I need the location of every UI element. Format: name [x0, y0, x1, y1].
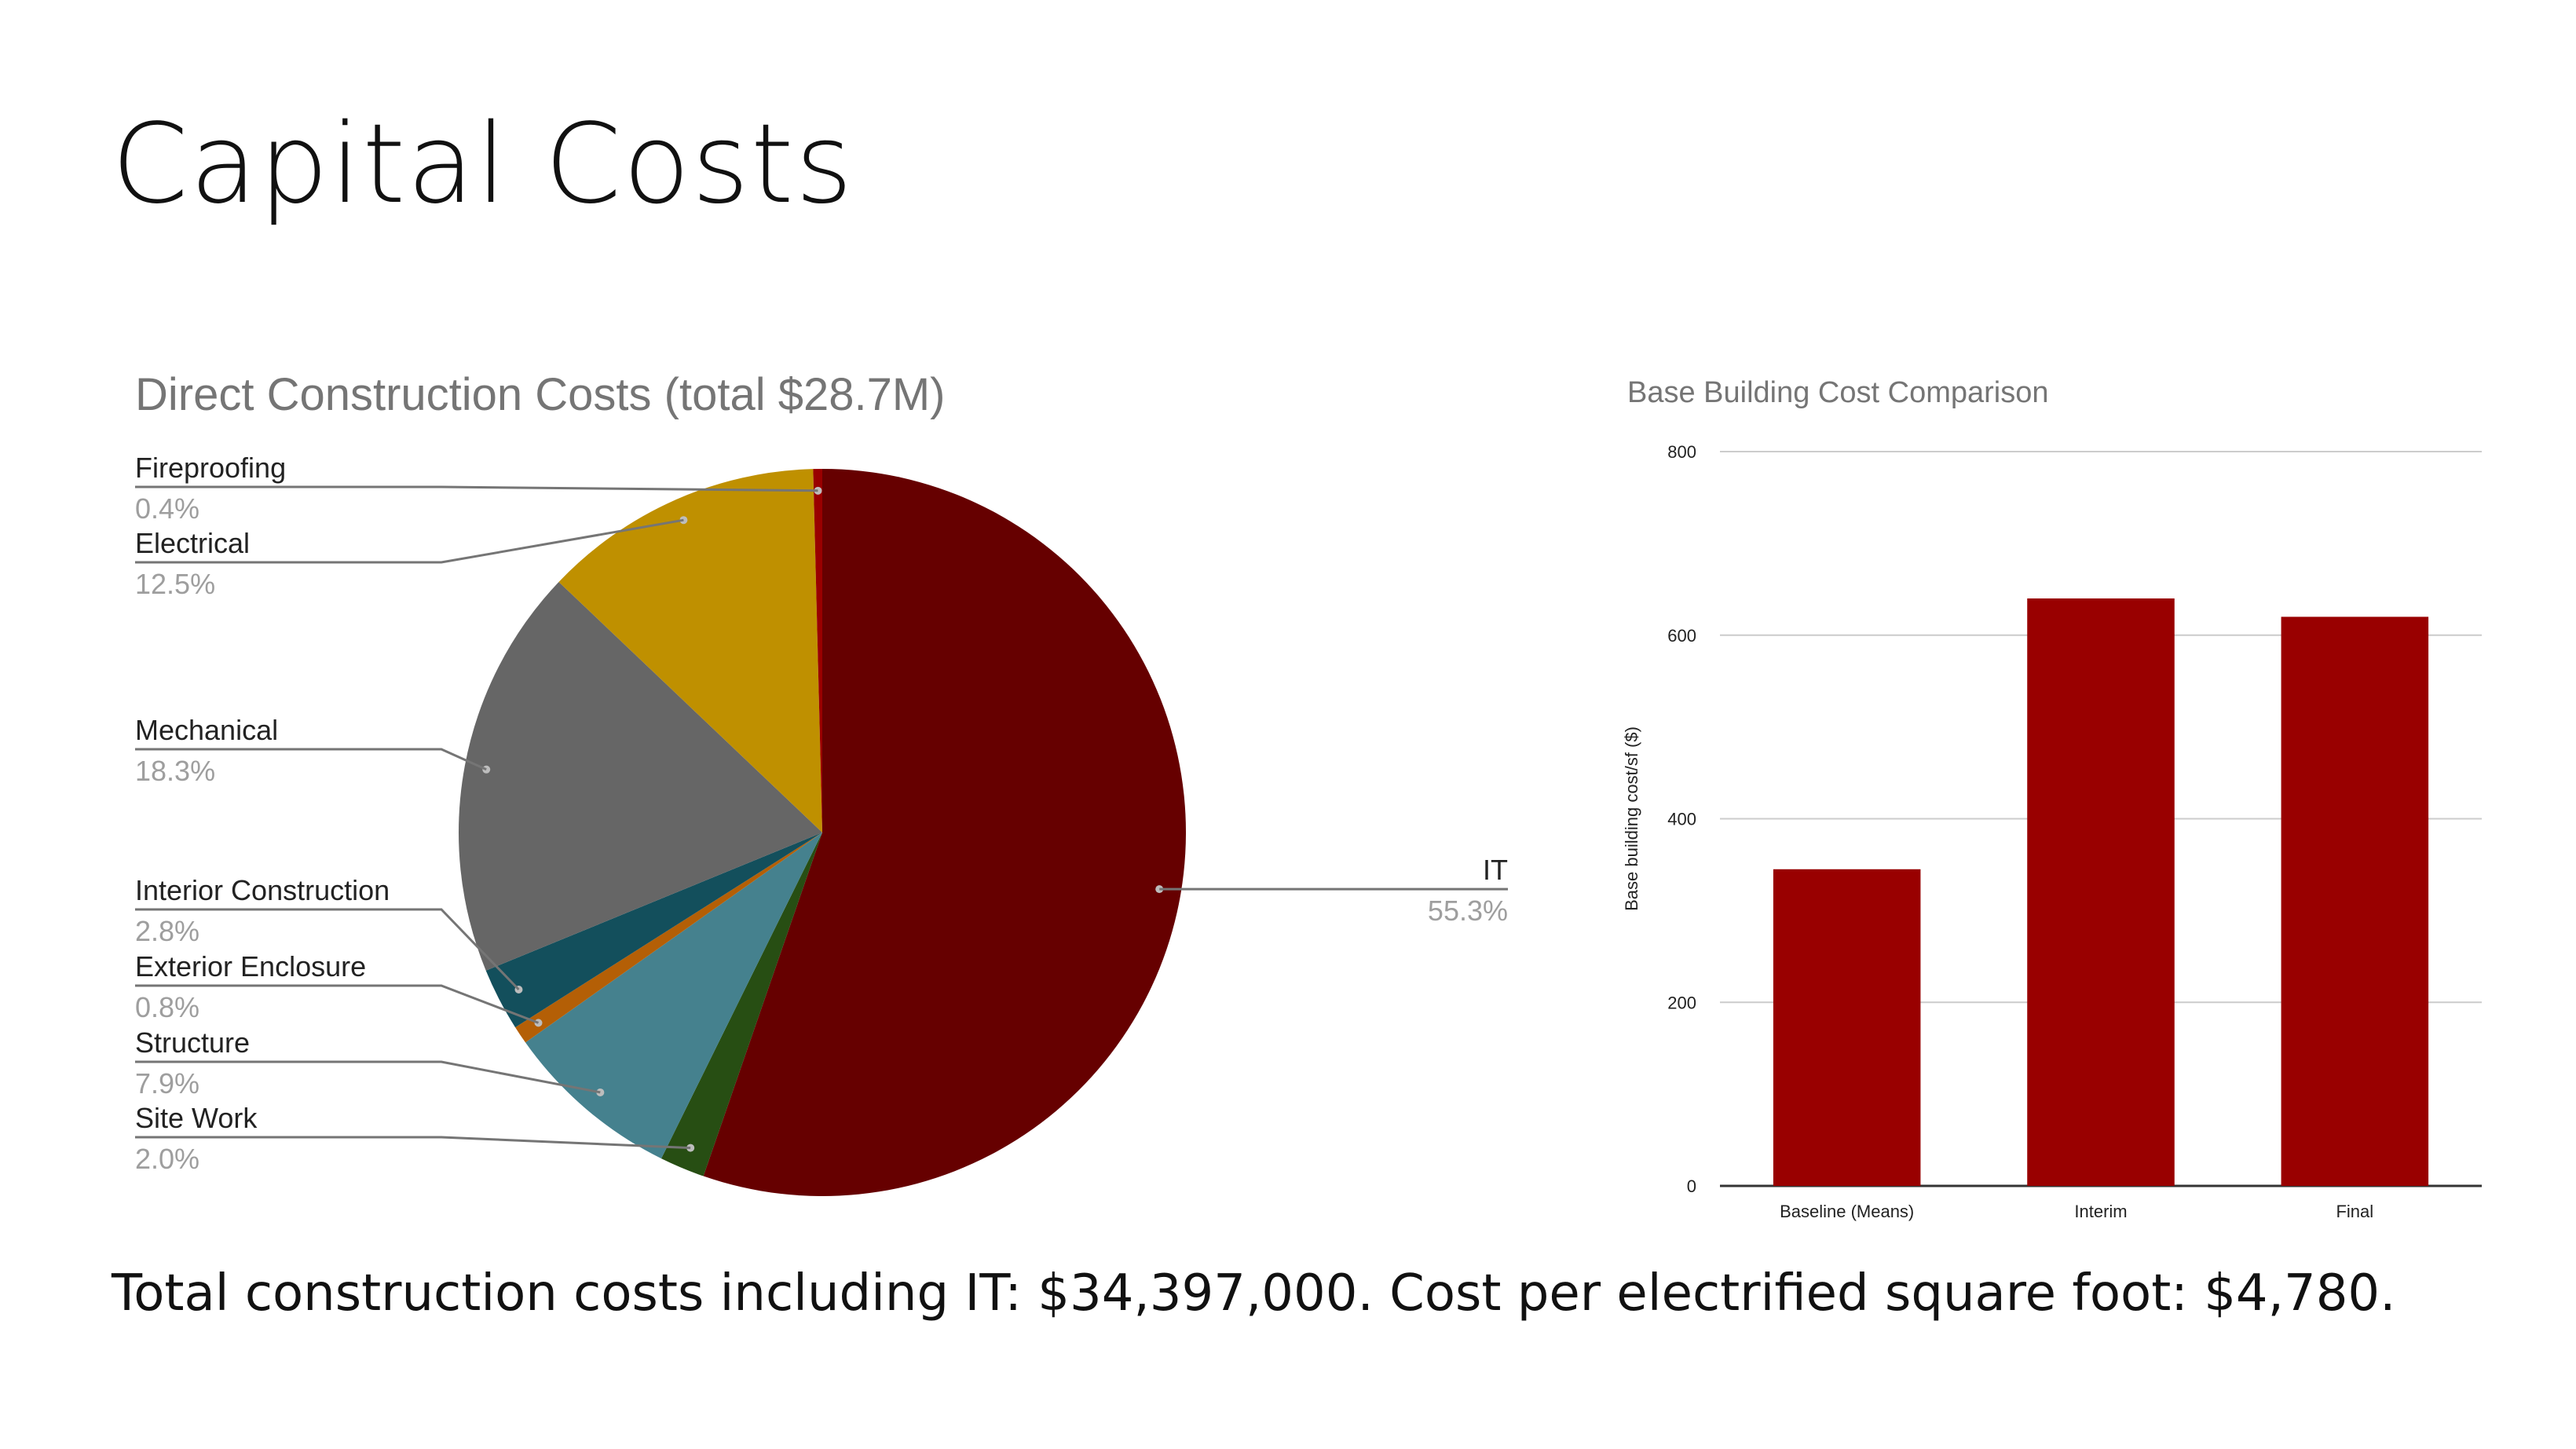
pie-leader-line-site-work [135, 1136, 691, 1150]
pie-label-mechanical: Mechanical [135, 714, 278, 746]
bar-y-tick-label: 400 [1667, 810, 1696, 829]
pie-label-fireproofing: Fireproofing [135, 452, 286, 484]
pie-slice-electrical [558, 469, 822, 832]
bar-final [2281, 617, 2429, 1186]
pie-leader-dot-structure [596, 1088, 605, 1096]
bar-x-tick-label: Final [2336, 1202, 2373, 1221]
footer-summary-text: Total construction costs including IT: $… [112, 1264, 2396, 1323]
bar-chart-title: Base Building Cost Comparison [1627, 376, 2049, 409]
pie-label-it: IT [1483, 854, 1508, 886]
bar-y-tick-label: 800 [1667, 442, 1696, 462]
bar-chart-y-axis-label: Base building cost/sf ($) [1622, 726, 1641, 911]
pie-percent-structure: 7.9% [135, 1067, 199, 1100]
pie-leader-line-fireproofing [135, 485, 818, 492]
pie-label-exterior-enclosure: Exterior Enclosure [135, 950, 366, 982]
bar-x-tick-label: Interim [2074, 1202, 2127, 1221]
pie-slice-it [703, 469, 1187, 1196]
bar-x-tick-label: Baseline (Means) [1780, 1202, 1914, 1221]
pie-percent-interior-construction: 2.8% [135, 915, 199, 947]
pie-slice-exterior-enclosure [515, 832, 822, 1043]
pie-leader-line-exterior-enclosure [135, 984, 540, 1024]
bar-y-tick-label: 0 [1687, 1176, 1696, 1196]
bar-y-tick-label: 600 [1667, 626, 1696, 646]
pie-percent-electrical: 12.5% [135, 568, 215, 600]
pie-slice-fireproofing [813, 469, 822, 832]
pie-slice-site-work [661, 832, 822, 1176]
pie-leader-line-structure [135, 1060, 601, 1094]
pie-chart: Direct Construction Costs (total $28.7M)… [135, 369, 1508, 1196]
bar-chart: Base Building Cost Comparison 0 200 400 600… [1622, 376, 2482, 1221]
pie-chart-title: Direct Construction Costs (total $28.7M) [135, 369, 945, 420]
pie-leader-line-mechanical [135, 748, 487, 771]
pie-percent-it: 55.3% [1428, 895, 1508, 927]
pie-label-site-work: Site Work [135, 1102, 258, 1134]
bar-interim [2027, 598, 2175, 1186]
pie-percent-site-work: 2.0% [135, 1143, 199, 1175]
pie-slice-structure [525, 832, 822, 1159]
pie-slice-mechanical [459, 581, 822, 971]
slide-title: Capital Costs [112, 101, 854, 229]
bar-baseline-means [1773, 869, 1921, 1186]
pie-percent-mechanical: 18.3% [135, 755, 215, 787]
pie-leader-dot-fireproofing [814, 486, 822, 495]
pie-leader-line-electrical [135, 518, 684, 564]
bar-y-tick-label: 200 [1667, 993, 1696, 1012]
pie-label-interior-construction: Interior Construction [135, 874, 390, 906]
pie-label-structure: Structure [135, 1026, 250, 1059]
pie-percent-exterior-enclosure: 0.8% [135, 991, 199, 1023]
pie-percent-fireproofing: 0.4% [135, 492, 199, 525]
pie-label-electrical: Electrical [135, 527, 250, 559]
pie-leader-line-interior-construction [135, 908, 520, 991]
pie-slice-interior-construction [485, 832, 822, 1028]
